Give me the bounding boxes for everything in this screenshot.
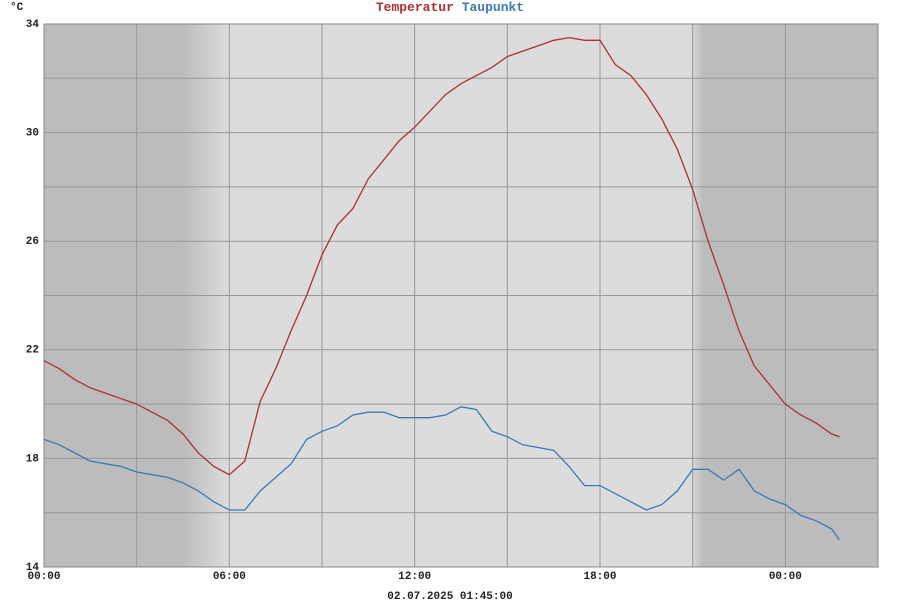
y-tick-label: 22 xyxy=(26,345,39,357)
y-tick-label: 30 xyxy=(26,128,39,140)
legend: Temperatur Taupunkt xyxy=(376,0,524,15)
line-series xyxy=(43,406,840,541)
y-tick-label: 14 xyxy=(26,562,40,574)
x-tick-label: 18:00 xyxy=(583,571,616,583)
y-unit: °C xyxy=(10,2,24,14)
line-series xyxy=(43,36,840,476)
x-tick-label: 00:00 xyxy=(769,571,802,583)
y-tick-label: 18 xyxy=(26,453,40,465)
plot-border xyxy=(43,23,879,568)
subtitle: 02.07.2025 01:45:00 xyxy=(387,591,512,600)
legend-entry: Temperatur xyxy=(376,0,454,15)
y-tick-label: 34 xyxy=(26,19,40,31)
y-tick-label: 26 xyxy=(26,236,39,248)
x-tick-label: 00:00 xyxy=(27,571,60,583)
x-tick-label: 12:00 xyxy=(398,571,431,583)
legend-entry: Taupunkt xyxy=(462,0,524,15)
x-tick-label: 06:00 xyxy=(213,571,246,583)
